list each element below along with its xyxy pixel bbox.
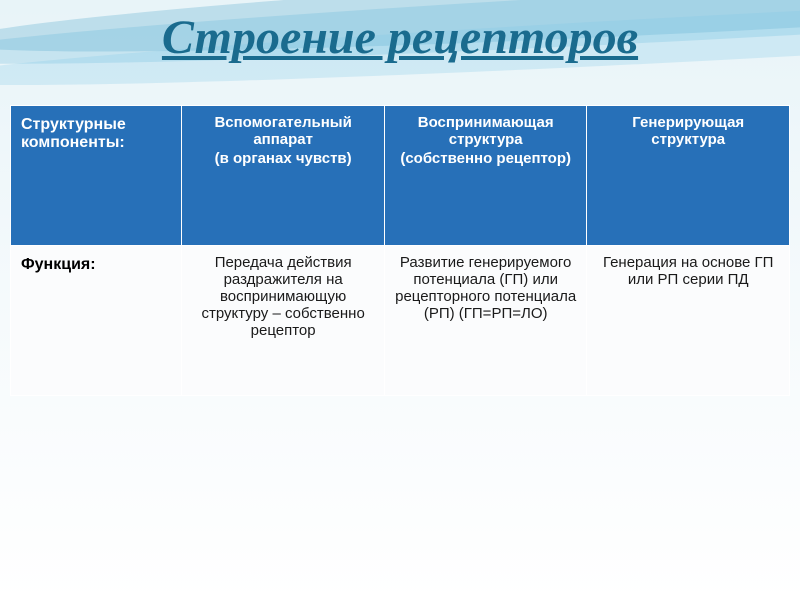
receptors-table: Структурные компоненты: Вспомогательный … <box>10 105 790 396</box>
table-body-row: Функция: Передача действия раздражителя … <box>11 246 790 396</box>
table-header-row: Структурные компоненты: Вспомогательный … <box>11 106 790 246</box>
header-col-perceiving: Воспринимающая структура (собственно рец… <box>384 106 587 246</box>
body-row-label: Функция: <box>11 246 182 396</box>
receptors-table-container: Структурные компоненты: Вспомогательный … <box>10 105 790 396</box>
header-col-auxiliary: Вспомогательный аппарат (в органах чувст… <box>182 106 385 246</box>
header-col-generating: Генерирующая структура <box>587 106 790 246</box>
header-note-2: (собственно рецептор) <box>391 150 581 167</box>
body-col-perceiving: Развитие генерируемого потенциала (ГП) и… <box>384 246 587 396</box>
header-main-2: Воспринимающая структура <box>418 114 554 148</box>
header-row-label: Структурные компоненты: <box>11 106 182 246</box>
body-col-auxiliary: Передача действия раздражителя на воспри… <box>182 246 385 396</box>
header-note-1: (в органах чувств) <box>188 150 378 167</box>
header-main-3: Генерирующая структура <box>632 114 744 148</box>
page-title: Строение рецепторов <box>0 0 800 65</box>
body-col-generating: Генерация на основе ГП или РП серии ПД <box>587 246 790 396</box>
header-main-1: Вспомогательный аппарат <box>214 114 351 148</box>
